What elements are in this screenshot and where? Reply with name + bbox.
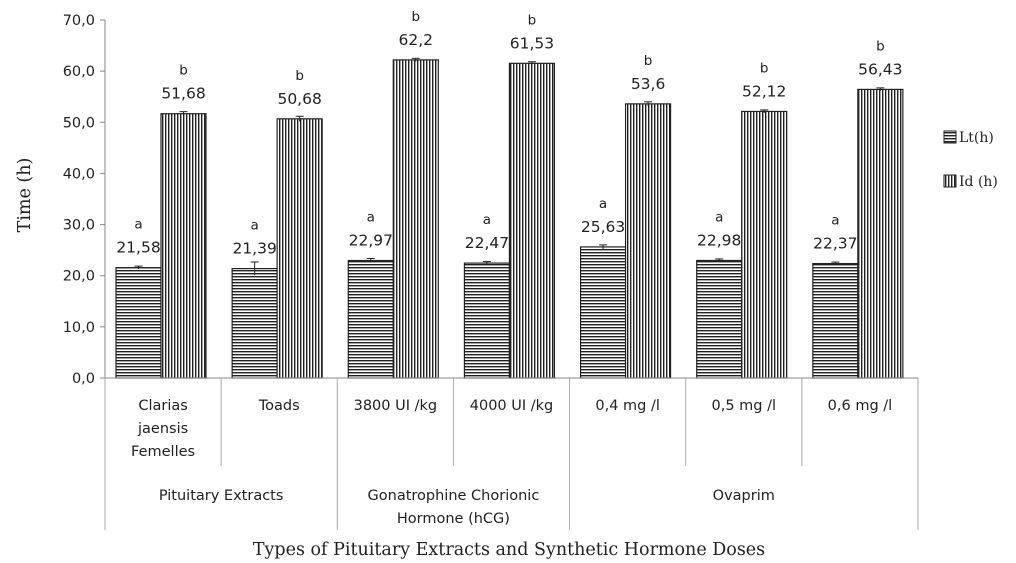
x-group-labels: Pituitary Extracts Gonatrophine Chorionic… (159, 488, 775, 527)
data-label: 21,39 (232, 240, 276, 258)
x-category-label: Femelles (131, 444, 195, 460)
x-category-label: 4000 UI /kg (470, 398, 554, 414)
bar (231, 268, 278, 379)
legend-label: Lt(h) (959, 130, 994, 146)
bar (624, 103, 672, 379)
bar (160, 113, 207, 379)
data-label: 56,43 (858, 60, 902, 78)
bar (115, 267, 162, 379)
x-category-label: 0,4 mg /l (595, 398, 660, 414)
y-axis: 0,0 10,0 20,0 30,0 40,0 50,0 60,0 70,0 (63, 13, 106, 387)
significance-letter: a (483, 212, 491, 228)
y-tick-label: 10,0 (63, 320, 95, 336)
x-category-labels: Clarias jaensis Femelles Toads 3800 UI /kg 40… (131, 398, 892, 460)
y-tick-label: 30,0 (63, 218, 95, 234)
x-category-label: 3800 UI /kg (354, 398, 438, 414)
significance-letter: b (411, 9, 420, 25)
significance-letter: b (876, 38, 885, 54)
legend: Lt(h) Id (h) (943, 130, 998, 190)
bar (812, 262, 859, 379)
legend-label: Id (h) (959, 174, 998, 190)
x-category-label: Toads (258, 398, 300, 414)
x-category-label: 0,6 mg /l (828, 398, 893, 414)
bar (276, 118, 323, 379)
legend-swatch (943, 130, 957, 144)
x-category-label: jaensis (137, 421, 188, 437)
y-tick-label: 40,0 (63, 166, 95, 182)
bar (857, 88, 904, 379)
data-label: 22,47 (465, 234, 509, 252)
y-tick-label: 60,0 (63, 64, 95, 80)
significance-letter: b (644, 53, 653, 69)
data-label: 22,37 (813, 235, 857, 253)
bar (392, 59, 439, 379)
y-tick-label: 20,0 (63, 269, 95, 285)
significance-letter: a (599, 196, 607, 212)
bar (741, 110, 788, 379)
x-group-label: Hormone (hCG) (397, 511, 510, 527)
significance-letter: a (251, 218, 259, 234)
bar (508, 62, 556, 379)
significance-letter: b (528, 12, 537, 28)
x-category-label: Clarias (138, 398, 187, 414)
bar (696, 259, 743, 379)
data-label: 51,68 (161, 85, 205, 103)
data-label: 21,58 (116, 239, 160, 257)
data-label: 25,63 (581, 218, 625, 236)
significance-letter: a (831, 213, 839, 229)
data-label: 62,2 (399, 31, 434, 49)
significance-letter: b (179, 63, 188, 79)
significance-letter: a (367, 210, 375, 226)
bar-labels: 21,58 a 21,39 a 22,97 a 22,47 a 25,63 a 22,98 a 22,3… (116, 9, 902, 258)
significance-letter: b (295, 68, 304, 84)
data-label: 61,53 (510, 34, 554, 52)
x-category-table (104, 378, 919, 530)
y-tick-label: 50,0 (63, 115, 95, 131)
x-axis-title: Types of Pituitary Extracts and Syntheti… (253, 540, 765, 560)
bar (463, 262, 511, 379)
x-group-label: Pituitary Extracts (159, 488, 284, 504)
bars (115, 57, 904, 379)
significance-letter: a (134, 217, 142, 233)
x-category-label: 0,5 mg /l (712, 398, 777, 414)
x-group-label: Gonatrophine Chorionic (368, 488, 540, 504)
y-tick-label: 70,0 (63, 13, 95, 29)
significance-letter: a (715, 209, 723, 225)
y-tick-labels: 0,0 10,0 20,0 30,0 40,0 50,0 60,0 70,0 (63, 13, 105, 387)
y-axis-title: Time (h) (15, 158, 35, 233)
x-axis: Clarias jaensis Femelles Toads 3800 UI /kg 40… (104, 377, 919, 530)
legend-swatch (943, 174, 957, 188)
data-label: 52,12 (742, 82, 786, 100)
data-label: 50,68 (277, 90, 321, 108)
data-label: 53,6 (631, 75, 666, 93)
bar (579, 246, 627, 379)
significance-letter: b (760, 60, 769, 76)
data-label: 22,98 (697, 231, 741, 249)
bar (347, 259, 394, 379)
x-group-label: Ovaprim (713, 488, 775, 504)
y-tick-label: 0,0 (72, 371, 95, 387)
data-label: 22,97 (349, 232, 393, 250)
